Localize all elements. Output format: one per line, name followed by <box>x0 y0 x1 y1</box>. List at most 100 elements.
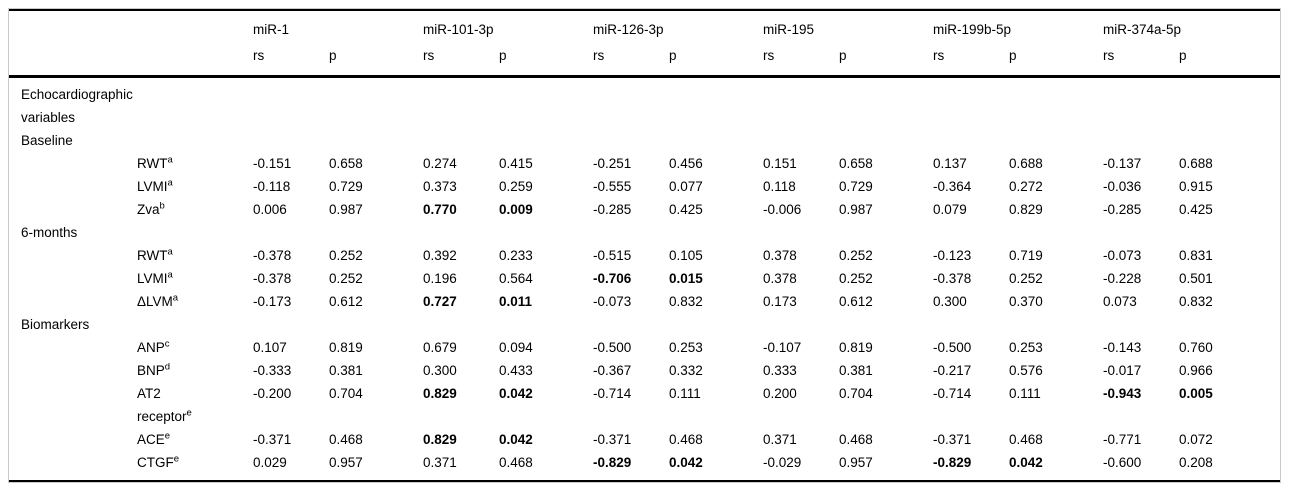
rs-value-cell: -0.333 <box>253 363 292 378</box>
rs-value-cell: -0.006 <box>763 202 802 217</box>
variable-name: ΔLVM <box>137 294 173 309</box>
section-label: 6-months <box>21 225 78 240</box>
variable-label <box>127 313 241 336</box>
variable-label: ΔLVMa <box>127 290 241 313</box>
p-value-cell: 0.005 <box>1179 386 1213 401</box>
p-value-cell <box>321 313 411 336</box>
section-label: Baseline <box>21 133 73 148</box>
p-value-cell: 0.381 <box>839 363 873 378</box>
footnote-marker: c <box>164 338 170 350</box>
rs-value-cell <box>751 221 831 244</box>
mir-group-header: miR-374a-5p <box>1103 22 1182 37</box>
section-label <box>9 451 127 481</box>
rs-value-cell: 0.300 <box>423 363 457 378</box>
variable-name: CTGF <box>137 455 174 470</box>
rs-value-cell <box>581 313 661 336</box>
p-value-cell: 0.729 <box>839 179 873 194</box>
p-value-cell: 0.252 <box>839 248 873 263</box>
p-value-cell: 0.704 <box>329 386 363 401</box>
p-subheader: p <box>839 48 847 63</box>
p-value-cell <box>1001 313 1091 336</box>
p-value-cell: 0.252 <box>1009 271 1043 286</box>
p-value-cell <box>1171 129 1280 152</box>
rs-value-cell: 0.333 <box>763 363 797 378</box>
section-label <box>9 428 127 451</box>
footnote-marker: b <box>159 200 165 212</box>
variable-label <box>127 77 241 130</box>
rs-value-cell <box>581 129 661 152</box>
section-label <box>9 175 127 198</box>
rs-value-cell: -0.829 <box>933 455 972 470</box>
p-value-cell: 0.501 <box>1179 271 1213 286</box>
data-row: BNPd -0.333 0.381 0.300 0.433 -0.367 0.332 0.33… <box>9 359 1280 382</box>
p-value-cell: 0.111 <box>669 386 701 401</box>
p-subheader: p <box>1179 48 1187 63</box>
variable-name: Zva <box>137 202 160 217</box>
rs-subheader: rs <box>933 48 945 63</box>
rs-value-cell: 0.107 <box>253 340 287 355</box>
p-value-cell <box>831 129 921 152</box>
p-value-cell: 0.987 <box>329 202 363 217</box>
rs-value-cell <box>921 221 1001 244</box>
p-subheader: p <box>1009 48 1017 63</box>
rs-value-cell: -0.151 <box>253 156 292 171</box>
rs-value-cell: -0.378 <box>253 248 292 263</box>
p-value-cell <box>1001 77 1091 130</box>
rs-value-cell: 0.137 <box>933 156 967 171</box>
p-value-cell: 0.252 <box>839 271 873 286</box>
section-label <box>9 198 127 221</box>
p-value-cell <box>491 313 581 336</box>
rs-value-cell <box>921 129 1001 152</box>
header-empty-cell <box>9 10 241 43</box>
rs-value-cell: 0.029 <box>253 455 287 470</box>
p-value-cell: 0.072 <box>1179 432 1213 447</box>
table-body: Echocardiographic variables Baseline RWTa -… <box>9 77 1280 482</box>
variable-name-line2: receptor <box>137 409 187 424</box>
p-value-cell <box>491 129 581 152</box>
footnote-marker: d <box>164 361 171 373</box>
footnote-marker: e <box>173 453 180 465</box>
p-value-cell: 0.832 <box>1179 294 1213 309</box>
rs-value-cell: -0.600 <box>1103 455 1142 470</box>
mir-group-header: miR-1 <box>253 22 289 37</box>
footnote-marker: a <box>172 292 179 304</box>
rs-value-cell: 0.300 <box>933 294 967 309</box>
p-value-cell: 0.576 <box>1009 363 1043 378</box>
rs-value-cell: -0.285 <box>593 202 632 217</box>
p-value-cell: 0.688 <box>1179 156 1213 171</box>
p-value-cell <box>831 77 921 130</box>
rs-value-cell <box>1091 313 1171 336</box>
section-row: 6-months <box>9 221 1280 244</box>
section-label <box>9 290 127 313</box>
data-row: RWTa -0.151 0.658 0.274 0.415 -0.251 0.456 0.15… <box>9 152 1280 175</box>
subheader-row: rs p rs p rs p rs p rs p rs p <box>9 43 1280 77</box>
rs-value-cell: -0.515 <box>593 248 632 263</box>
data-row: ANPc 0.107 0.819 0.679 0.094 -0.500 0.253 -0.10… <box>9 336 1280 359</box>
rs-value-cell: -0.943 <box>1103 386 1142 401</box>
p-value-cell <box>1171 221 1280 244</box>
p-value-cell <box>661 313 751 336</box>
variable-label: ACEe <box>127 428 241 451</box>
rs-value-cell <box>921 77 1001 130</box>
rs-value-cell: -0.228 <box>1103 271 1142 286</box>
rs-value-cell: 0.829 <box>423 432 457 447</box>
p-value-cell: 0.208 <box>1179 455 1213 470</box>
p-value-cell: 0.111 <box>1009 386 1041 401</box>
p-value-cell: 0.433 <box>499 363 533 378</box>
data-row: Zvab 0.006 0.987 0.770 0.009 -0.285 0.425 -0.00… <box>9 198 1280 221</box>
rs-value-cell: 0.770 <box>423 202 457 217</box>
p-value-cell: 0.468 <box>499 455 533 470</box>
variable-label: LVMIa <box>127 175 241 198</box>
p-value-cell: 0.332 <box>669 363 703 378</box>
header-empty-cell <box>9 43 241 77</box>
variable-name: RWT <box>137 156 168 171</box>
rs-value-cell: -0.371 <box>933 432 972 447</box>
p-value-cell <box>661 129 751 152</box>
p-value-cell: 0.259 <box>499 179 533 194</box>
rs-value-cell: -0.029 <box>763 455 802 470</box>
p-value-cell: 0.094 <box>499 340 533 355</box>
rs-subheader: rs <box>763 48 775 63</box>
rs-value-cell: -0.107 <box>763 340 802 355</box>
rs-value-cell: -0.285 <box>1103 202 1142 217</box>
rs-value-cell: 0.378 <box>763 271 797 286</box>
